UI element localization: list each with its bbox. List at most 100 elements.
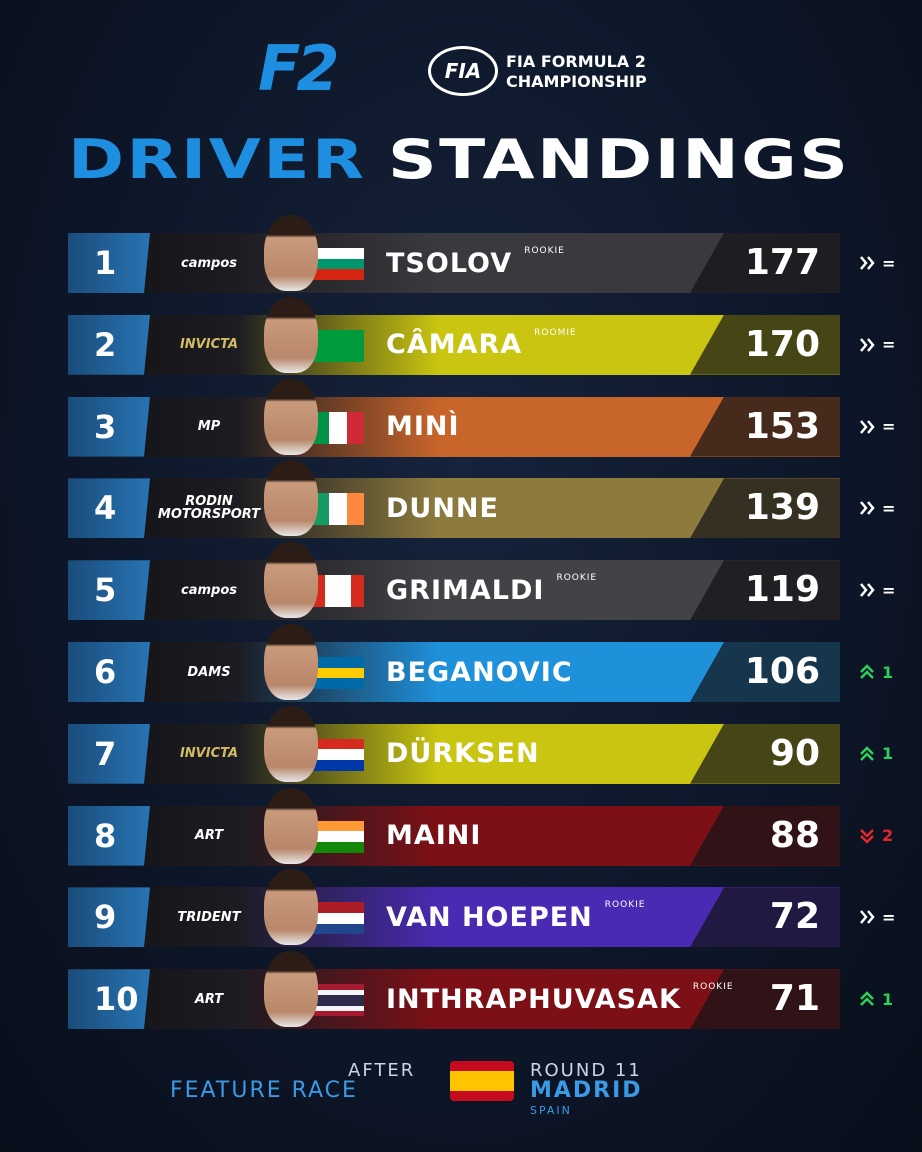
position-change: = xyxy=(858,578,895,602)
standings-row: 3 MP MINÌ 153 = xyxy=(68,378,895,457)
driver-photo xyxy=(264,542,318,619)
title: STANDINGS xyxy=(388,128,851,191)
change-value: = xyxy=(882,498,896,518)
position-change: = xyxy=(858,251,895,275)
flag xyxy=(312,248,364,280)
trend-icon xyxy=(860,991,874,1007)
driver-name-text: VAN HOEPEN xyxy=(386,901,593,933)
flag xyxy=(312,493,364,526)
points: 106 xyxy=(744,651,820,692)
flag xyxy=(312,738,364,771)
trend-icon xyxy=(860,664,874,679)
team-logo: campos xyxy=(181,255,237,271)
position-change: 2 xyxy=(858,824,893,848)
flag xyxy=(312,411,364,444)
position-change: 1 xyxy=(858,660,893,684)
flag xyxy=(312,902,364,935)
standings-row: 4 RODIN MOTORSPORT DUNNE 139 = xyxy=(68,460,895,539)
footer-round: ROUND 11 xyxy=(530,1060,642,1081)
trend-icon xyxy=(860,501,875,516)
standings-row: 9 TRIDENT VAN HOEPEN ROOKIE 72 = xyxy=(68,869,895,948)
position: 3 xyxy=(68,396,150,457)
position-change: 1 xyxy=(858,742,893,766)
team-logo: TRIDENT xyxy=(177,909,241,925)
driver-name-text: DUNNE xyxy=(386,492,499,524)
trend-icon xyxy=(860,910,875,925)
driver-name: VAN HOEPEN ROOKIE xyxy=(386,887,645,947)
rookie-tag: ROOKIE xyxy=(692,982,734,993)
driver-photo xyxy=(264,215,318,291)
driver-photo xyxy=(264,378,318,455)
position-change: = xyxy=(858,333,895,357)
driver-name-text: DÜRKSEN xyxy=(386,738,540,770)
position: 9 xyxy=(68,887,150,948)
position-change: = xyxy=(858,496,895,520)
position: 2 xyxy=(68,314,150,375)
points: 170 xyxy=(744,323,820,365)
team-logo: DAMS xyxy=(187,664,231,680)
change-value: 2 xyxy=(882,826,894,846)
trend-icon xyxy=(860,256,875,270)
change-value: 1 xyxy=(882,744,894,764)
standings-row: 5 campos GRIMALDI ROOKIE 119 = xyxy=(68,542,895,621)
rookie-tag: ROOKIE xyxy=(604,900,646,911)
change-value: = xyxy=(882,335,896,355)
position-change: 1 xyxy=(858,987,893,1011)
flag xyxy=(312,329,364,362)
change-value: = xyxy=(882,580,896,600)
rookie-tag: ROOKIE xyxy=(556,573,598,584)
driver-name: MINÌ xyxy=(386,397,460,457)
driver-name-text: MINÌ xyxy=(386,411,460,443)
series-name: FIA FORMULA 2 xyxy=(506,52,646,71)
driver-name: CÂMARA ROOMIE xyxy=(386,315,577,375)
position: 6 xyxy=(68,642,150,702)
footer-city: MADRID xyxy=(530,1078,643,1103)
driver-name: DÜRKSEN xyxy=(386,724,540,784)
points: 153 xyxy=(744,405,820,447)
trend-icon xyxy=(860,583,875,597)
series-name: CHAMPIONSHIP xyxy=(506,72,647,91)
trend-icon xyxy=(860,337,875,352)
rookie-tag: ROOKIE xyxy=(524,246,565,256)
position: 1 xyxy=(68,233,150,293)
flag xyxy=(312,657,364,689)
team-logo: RODIN MOTORSPORT xyxy=(157,494,261,523)
flag xyxy=(312,984,364,1017)
points: 119 xyxy=(744,569,820,611)
rookie-tag: ROOMIE xyxy=(534,327,577,338)
team-logo: MP xyxy=(197,419,221,435)
driver-name: GRIMALDI ROOKIE xyxy=(386,560,597,620)
fia-badge: FIA xyxy=(428,46,498,96)
change-value: = xyxy=(882,253,896,273)
team-logo: ART xyxy=(194,991,224,1007)
position: 10 xyxy=(68,969,150,1030)
driver-name: BEGANOVIC xyxy=(386,642,573,702)
points: 90 xyxy=(769,732,820,774)
driver-name-text: MAINI xyxy=(386,820,482,852)
standings-row: 1 campos TSOLOV ROOKIE 177 = xyxy=(68,215,895,293)
driver-photo xyxy=(264,787,318,864)
driver-name: TSOLOV ROOKIE xyxy=(386,233,565,293)
trend-icon xyxy=(860,828,874,844)
standings-row: 6 DAMS BEGANOVIC 106 1 xyxy=(68,624,893,702)
driver-photo xyxy=(264,624,318,700)
driver-name: INTHRAPHUVASAK ROOKIE xyxy=(386,969,734,1029)
position: 5 xyxy=(68,560,150,621)
team-logo: ART xyxy=(194,828,224,844)
change-value: = xyxy=(882,417,896,437)
points: 71 xyxy=(769,978,820,1020)
standings-row: 7 INVICTA DÜRKSEN 90 1 xyxy=(68,705,893,784)
footer-after: AFTER xyxy=(348,1060,416,1081)
driver-photo xyxy=(264,296,318,373)
driver-name-text: INTHRAPHUVASAK xyxy=(386,983,681,1015)
driver-name-text: CÂMARA xyxy=(386,329,523,361)
driver-photo xyxy=(264,869,318,946)
team-logo: campos xyxy=(181,582,237,598)
driver-name: MAINI xyxy=(386,806,481,866)
position-change: = xyxy=(858,415,895,439)
driver-photo xyxy=(264,951,318,1028)
change-value: = xyxy=(882,907,896,927)
footer-session: FEATURE RACE xyxy=(170,1078,358,1103)
standings-row: 8 ART MAINI 88 2 xyxy=(68,787,893,866)
points: 88 xyxy=(769,814,820,856)
